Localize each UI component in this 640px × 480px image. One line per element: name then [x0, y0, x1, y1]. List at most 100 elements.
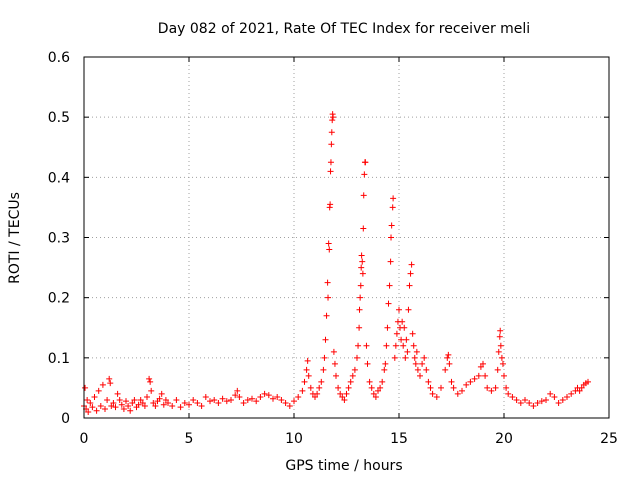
data-point: [207, 398, 213, 405]
data-point: [127, 407, 134, 414]
data-point: [106, 375, 113, 382]
data-point: [399, 318, 406, 325]
data-point: [501, 372, 507, 379]
data-point: [211, 396, 218, 403]
y-tick-label: 0.4: [48, 170, 70, 186]
data-point: [341, 396, 348, 403]
data-point: [333, 372, 339, 379]
data-point: [368, 384, 375, 391]
data-point: [359, 258, 366, 265]
data-point: [148, 387, 155, 394]
data-point: [232, 392, 239, 399]
data-point: [410, 342, 417, 349]
data-point: [446, 360, 453, 367]
data-point: [331, 360, 338, 367]
data-point: [129, 399, 136, 406]
data-point: [568, 390, 575, 397]
data-point: [198, 402, 205, 409]
data-point: [477, 363, 484, 370]
data-point: [488, 387, 495, 394]
x-tick-label: 5: [185, 431, 194, 447]
data-point: [564, 393, 570, 400]
x-axis-label: GPS time / hours: [285, 458, 402, 474]
data-point: [459, 387, 465, 394]
x-tick-label: 10: [285, 431, 303, 447]
data-point: [303, 366, 310, 373]
data-point: [223, 398, 230, 405]
data-point: [454, 390, 461, 397]
data-point: [85, 408, 92, 415]
data-point: [329, 117, 336, 124]
data-point: [165, 399, 171, 406]
data-point: [169, 402, 176, 409]
data-point: [120, 405, 127, 412]
data-point: [330, 348, 337, 355]
data-point: [257, 393, 264, 400]
data-point: [270, 395, 276, 402]
data-point: [360, 225, 367, 232]
data-point: [438, 384, 444, 391]
data-point: [366, 378, 373, 385]
data-point: [335, 384, 342, 391]
data-point: [417, 372, 423, 379]
data-point: [448, 378, 455, 385]
data-point: [215, 399, 222, 406]
data-point: [389, 204, 396, 211]
data-point: [362, 159, 369, 166]
x-tick-label: 0: [80, 431, 89, 447]
data-point: [253, 398, 260, 405]
data-point: [360, 192, 367, 199]
data-point: [307, 384, 314, 391]
data-point: [82, 384, 89, 391]
data-point: [112, 404, 119, 411]
y-tick-label: 0.5: [48, 110, 70, 126]
data-point: [84, 396, 91, 403]
data-point: [320, 366, 327, 373]
data-point: [534, 399, 541, 406]
data-point: [576, 387, 583, 394]
ticks-layer: 0 5 10 15 20 25 0 0.1 0.2 0.3 0.4 0.5 0.6: [48, 50, 618, 447]
data-point: [324, 279, 331, 286]
data-point: [110, 399, 117, 406]
data-point: [382, 360, 389, 367]
data-point: [234, 387, 241, 394]
data-point: [392, 342, 399, 349]
data-point: [330, 114, 337, 121]
data-point: [495, 348, 502, 355]
data-point: [543, 396, 549, 403]
data-point: [327, 201, 334, 208]
data-point: [513, 396, 520, 403]
data-point: [364, 360, 371, 367]
data-point: [326, 246, 333, 253]
data-point: [402, 354, 409, 361]
data-point: [498, 354, 505, 361]
data-point: [337, 390, 344, 397]
data-point: [388, 234, 395, 241]
data-point: [321, 354, 328, 361]
x-tick-label: 20: [495, 431, 513, 447]
data-point: [492, 384, 499, 391]
data-point: [95, 387, 102, 394]
data-point: [388, 222, 395, 229]
data-point: [190, 396, 197, 403]
data-point: [517, 399, 524, 406]
data-point: [162, 396, 169, 403]
data-point: [323, 312, 330, 319]
data-point: [97, 402, 104, 409]
y-tick-label: 0.3: [48, 231, 70, 247]
data-point: [383, 342, 390, 349]
data-point: [547, 390, 554, 397]
data-point: [414, 366, 421, 373]
data-point: [386, 282, 393, 289]
data-point: [423, 366, 430, 373]
data-point: [480, 360, 486, 367]
data-point: [322, 336, 329, 343]
data-point: [116, 396, 123, 403]
data-point: [278, 396, 285, 403]
data-point: [104, 396, 111, 403]
data-point: [305, 372, 312, 379]
data-point: [349, 372, 356, 379]
data-point: [314, 390, 321, 397]
data-point: [160, 401, 167, 408]
x-tick-label: 15: [390, 431, 408, 447]
